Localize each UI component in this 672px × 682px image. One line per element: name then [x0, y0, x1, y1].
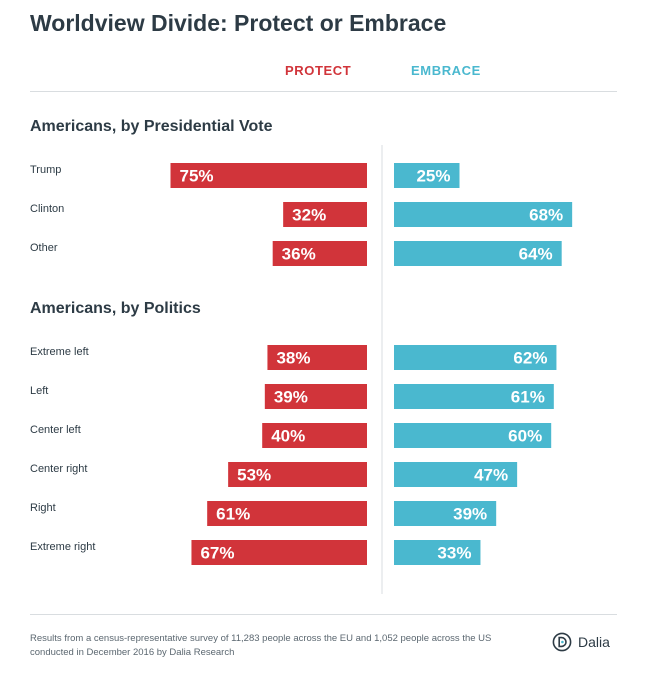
embrace-bar [394, 241, 562, 266]
protect-value-label: 40% [271, 427, 305, 446]
protect-value-label: 61% [216, 505, 250, 524]
category-label: Extreme right [30, 541, 95, 553]
brand: Dalia [552, 632, 610, 652]
protect-bar [264, 384, 367, 409]
protect-value-label: 53% [237, 466, 271, 485]
embrace-value-label: 62% [513, 349, 547, 368]
embrace-value-label: 47% [474, 466, 508, 485]
footnote: Results from a census-representative sur… [30, 633, 492, 658]
legend-embrace: EMBRACE [411, 63, 481, 78]
embrace-bar [394, 163, 460, 188]
top-divider [30, 91, 617, 92]
protect-bar [267, 345, 367, 370]
embrace-bar [394, 384, 554, 409]
legend-protect: PROTECT [285, 63, 352, 78]
embrace-bar [394, 462, 518, 487]
embrace-value-label: 64% [519, 245, 553, 264]
protect-bar [262, 423, 367, 448]
embrace-bar [394, 540, 481, 565]
bottom-divider [30, 614, 617, 615]
protect-bar [170, 163, 367, 188]
group-title: Americans, by Politics [30, 300, 201, 317]
category-label: Extreme left [30, 346, 89, 358]
protect-bar [272, 241, 367, 266]
protect-value-label: 39% [274, 388, 308, 407]
brand-name: Dalia [578, 634, 610, 650]
embrace-value-label: 25% [416, 167, 450, 186]
category-label: Clinton [30, 203, 64, 215]
group-title: Americans, by Presidential Vote [30, 118, 273, 135]
embrace-value-label: 39% [453, 505, 487, 524]
embrace-value-label: 60% [508, 427, 542, 446]
category-label: Left [30, 385, 48, 397]
embrace-bar [394, 202, 573, 227]
protect-value-label: 38% [276, 349, 310, 368]
category-label: Other [30, 242, 58, 254]
embrace-value-label: 61% [511, 388, 545, 407]
embrace-bar [394, 501, 497, 526]
protect-bar [191, 540, 367, 565]
dalia-logo-icon [552, 632, 572, 652]
chart-title: Worldview Divide: Protect or Embrace [30, 10, 447, 36]
protect-bar [228, 462, 367, 487]
embrace-value-label: 68% [529, 206, 563, 225]
category-label: Center left [30, 424, 81, 436]
protect-bar [207, 501, 367, 526]
embrace-bar [394, 345, 557, 370]
category-label: Right [30, 502, 56, 514]
protect-bar [283, 202, 367, 227]
category-label: Center right [30, 463, 87, 475]
protect-value-label: 36% [282, 245, 316, 264]
protect-value-label: 32% [292, 206, 326, 225]
protect-value-label: 75% [180, 167, 214, 186]
embrace-bar [394, 423, 552, 448]
category-label: Trump [30, 164, 61, 176]
protect-value-label: 67% [200, 544, 234, 563]
embrace-value-label: 33% [437, 544, 471, 563]
